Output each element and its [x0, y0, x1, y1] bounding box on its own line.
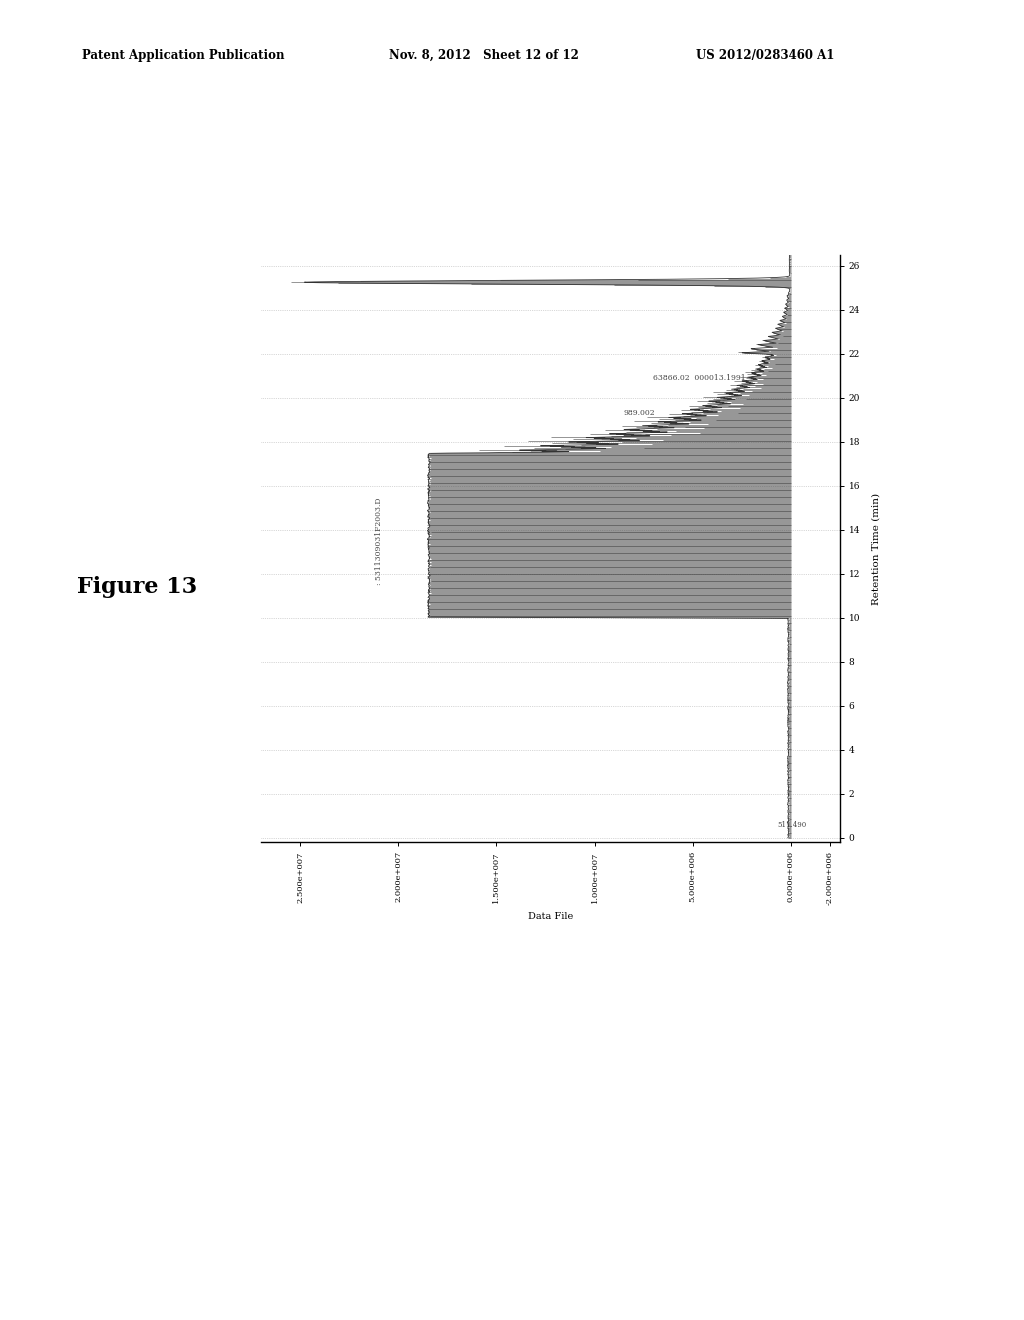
- Y-axis label: Retention Time (min): Retention Time (min): [871, 492, 881, 605]
- X-axis label: Data File: Data File: [527, 912, 573, 921]
- Text: 63866.02  000013.1991: 63866.02 000013.1991: [653, 374, 746, 383]
- Text: Figure 13: Figure 13: [77, 577, 197, 598]
- Text: : 5311309031F2003.D: : 5311309031F2003.D: [375, 498, 383, 585]
- Text: 511.490: 511.490: [777, 821, 806, 829]
- Text: Nov. 8, 2012   Sheet 12 of 12: Nov. 8, 2012 Sheet 12 of 12: [389, 49, 579, 62]
- Text: Patent Application Publication: Patent Application Publication: [82, 49, 285, 62]
- Text: US 2012/0283460 A1: US 2012/0283460 A1: [696, 49, 835, 62]
- Text: 989.002: 989.002: [624, 409, 655, 417]
